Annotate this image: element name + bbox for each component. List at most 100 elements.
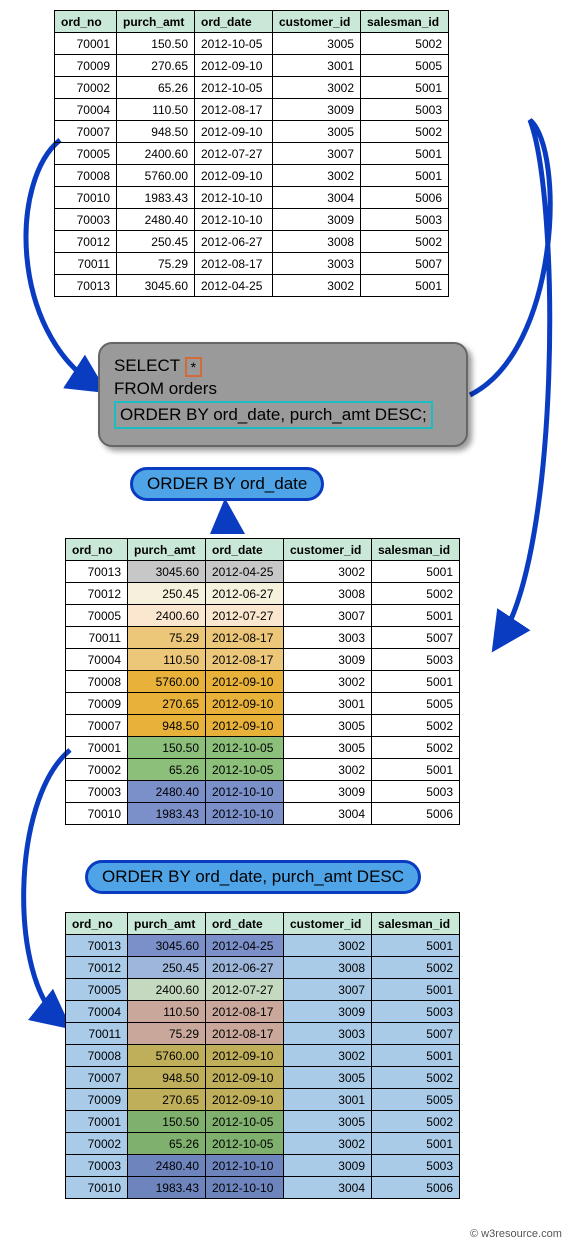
column-header: purch_amt	[128, 539, 206, 561]
cell-ord_date: 2012-10-10	[206, 1177, 284, 1199]
cell-salesman_id: 5007	[361, 253, 449, 275]
cell-purch_amt: 150.50	[128, 737, 206, 759]
intermediate-table: ord_nopurch_amtord_datecustomer_idsalesm…	[65, 538, 460, 825]
cell-ord_date: 2012-09-10	[195, 121, 273, 143]
cell-ord_date: 2012-06-27	[206, 957, 284, 979]
cell-salesman_id: 5001	[361, 165, 449, 187]
cell-purch_amt: 2480.40	[128, 1155, 206, 1177]
table-row: 70012250.452012-06-2730085002	[66, 957, 460, 979]
cell-purch_amt: 5760.00	[128, 1045, 206, 1067]
cell-ord_no: 70013	[55, 275, 117, 297]
cell-purch_amt: 270.65	[117, 55, 195, 77]
cell-ord_date: 2012-07-27	[206, 605, 284, 627]
cell-customer_id: 3007	[284, 979, 372, 1001]
cell-ord_no: 70012	[66, 583, 128, 605]
cell-customer_id: 3001	[284, 693, 372, 715]
cell-ord_no: 70002	[66, 1133, 128, 1155]
table-row: 70004110.502012-08-1730095003	[66, 1001, 460, 1023]
cell-purch_amt: 1983.43	[128, 1177, 206, 1199]
cell-ord_no: 70004	[66, 649, 128, 671]
cell-salesman_id: 5001	[361, 77, 449, 99]
cell-ord_no: 70003	[66, 1155, 128, 1177]
cell-customer_id: 3008	[273, 231, 361, 253]
cell-customer_id: 3002	[284, 759, 372, 781]
cell-customer_id: 3001	[284, 1089, 372, 1111]
cell-purch_amt: 1983.43	[128, 803, 206, 825]
column-header: ord_date	[206, 913, 284, 935]
cell-salesman_id: 5003	[372, 1001, 460, 1023]
cell-customer_id: 3008	[284, 583, 372, 605]
cell-purch_amt: 3045.60	[128, 561, 206, 583]
table-row: 700052400.602012-07-2730075001	[66, 979, 460, 1001]
table-row: 7000265.262012-10-0530025001	[55, 77, 449, 99]
cell-ord_date: 2012-10-10	[195, 209, 273, 231]
cell-salesman_id: 5002	[372, 957, 460, 979]
orderby-date-amt-label: ORDER BY ord_date, purch_amt DESC	[85, 860, 421, 894]
cell-ord_no: 70009	[66, 1089, 128, 1111]
cell-salesman_id: 5007	[372, 1023, 460, 1045]
cell-customer_id: 3007	[273, 143, 361, 165]
table-row: 70007948.502012-09-1030055002	[55, 121, 449, 143]
cell-purch_amt: 65.26	[128, 759, 206, 781]
table-row: 700032480.402012-10-1030095003	[66, 1155, 460, 1177]
cell-customer_id: 3002	[273, 275, 361, 297]
cell-salesman_id: 5001	[372, 979, 460, 1001]
cell-ord_no: 70013	[66, 561, 128, 583]
cell-customer_id: 3008	[284, 957, 372, 979]
table-row: 700085760.002012-09-1030025001	[66, 1045, 460, 1067]
cell-customer_id: 3002	[284, 935, 372, 957]
cell-customer_id: 3001	[273, 55, 361, 77]
cell-ord_date: 2012-07-27	[206, 979, 284, 1001]
sql-orderby-clause: ORDER BY ord_date, purch_amt DESC;	[114, 401, 433, 429]
cell-salesman_id: 5002	[372, 737, 460, 759]
cell-salesman_id: 5001	[372, 1045, 460, 1067]
cell-purch_amt: 5760.00	[128, 671, 206, 693]
cell-ord_date: 2012-09-10	[206, 1045, 284, 1067]
cell-ord_date: 2012-10-05	[206, 759, 284, 781]
cell-ord_date: 2012-09-10	[195, 55, 273, 77]
cell-ord_no: 70001	[66, 737, 128, 759]
cell-salesman_id: 5006	[361, 187, 449, 209]
cell-ord_date: 2012-09-10	[195, 165, 273, 187]
cell-ord_no: 70009	[55, 55, 117, 77]
cell-salesman_id: 5006	[372, 803, 460, 825]
cell-salesman_id: 5003	[361, 209, 449, 231]
column-header: salesman_id	[372, 913, 460, 935]
cell-ord_date: 2012-10-10	[206, 1155, 284, 1177]
cell-purch_amt: 110.50	[128, 1001, 206, 1023]
cell-customer_id: 3002	[284, 671, 372, 693]
cell-purch_amt: 5760.00	[117, 165, 195, 187]
cell-ord_date: 2012-10-10	[206, 781, 284, 803]
table-row: 700133045.602012-04-2530025001	[66, 561, 460, 583]
cell-ord_date: 2012-08-17	[206, 1001, 284, 1023]
cell-salesman_id: 5005	[372, 1089, 460, 1111]
cell-purch_amt: 270.65	[128, 1089, 206, 1111]
cell-ord_no: 70007	[66, 715, 128, 737]
cell-ord_no: 70012	[55, 231, 117, 253]
cell-salesman_id: 5001	[372, 935, 460, 957]
cell-purch_amt: 75.29	[128, 1023, 206, 1045]
cell-ord_date: 2012-10-05	[195, 77, 273, 99]
cell-ord_no: 70005	[66, 605, 128, 627]
cell-customer_id: 3009	[273, 99, 361, 121]
cell-purch_amt: 150.50	[128, 1111, 206, 1133]
cell-ord_date: 2012-04-25	[206, 561, 284, 583]
table-row: 700101983.432012-10-1030045006	[55, 187, 449, 209]
table-row: 700052400.602012-07-2730075001	[55, 143, 449, 165]
cell-ord_date: 2012-08-17	[206, 1023, 284, 1045]
cell-purch_amt: 75.29	[117, 253, 195, 275]
column-header: ord_date	[195, 11, 273, 33]
column-header: ord_no	[66, 913, 128, 935]
cell-ord_date: 2012-08-17	[195, 99, 273, 121]
table-row: 700133045.602012-04-2530025001	[66, 935, 460, 957]
cell-ord_no: 70003	[66, 781, 128, 803]
cell-ord_no: 70002	[66, 759, 128, 781]
cell-salesman_id: 5001	[372, 759, 460, 781]
cell-salesman_id: 5001	[361, 275, 449, 297]
cell-ord_date: 2012-10-10	[206, 803, 284, 825]
cell-ord_no: 70001	[55, 33, 117, 55]
cell-salesman_id: 5003	[372, 781, 460, 803]
cell-customer_id: 3005	[284, 715, 372, 737]
table-row: 700085760.002012-09-1030025001	[66, 671, 460, 693]
cell-ord_no: 70001	[66, 1111, 128, 1133]
